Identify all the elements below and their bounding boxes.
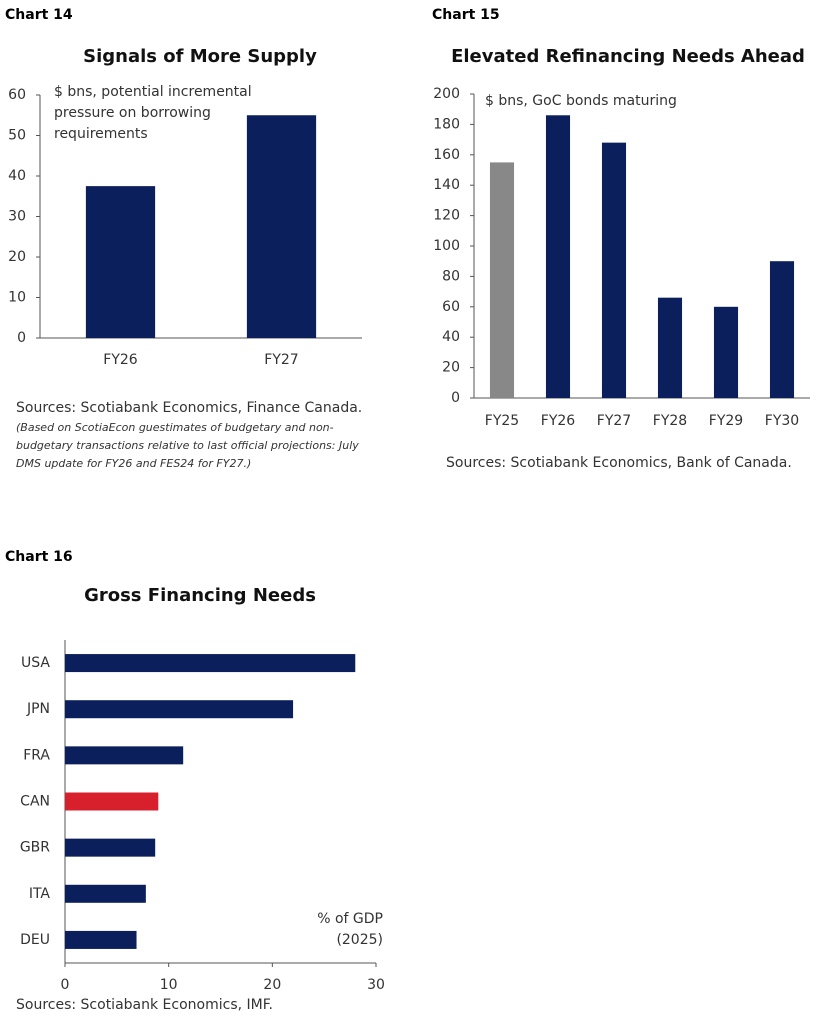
x-tick-label: FY30 [765, 413, 799, 429]
chart-label: Chart 15 [432, 7, 500, 23]
y-tick-label: 30 [8, 209, 26, 225]
chart-title: Signals of More Supply [83, 46, 317, 67]
y-tick-label: USA [21, 655, 50, 671]
x-tick-label: FY27 [264, 352, 298, 368]
y-tick-label: 20 [442, 360, 460, 376]
x-tick-label: FY28 [653, 413, 687, 429]
bar [657, 297, 683, 398]
x-tick-label: 20 [263, 977, 281, 993]
chart-label: Chart 16 [5, 549, 73, 565]
chart-label: Chart 14 [5, 7, 73, 23]
note: (Based on ScotiaEcon guestimates of budg… [16, 421, 334, 434]
y-tick-label: 160 [433, 147, 460, 163]
y-tick-label: 140 [433, 177, 460, 193]
x-tick-label: FY25 [485, 413, 519, 429]
bar [65, 700, 294, 719]
y-tick-label: GBR [20, 840, 50, 856]
bar [489, 162, 515, 398]
y-tick-label: 40 [8, 168, 26, 184]
y-tick-label: 60 [8, 87, 26, 103]
x-tick-label: 30 [367, 977, 385, 993]
sources: Sources: Scotiabank Economics, Bank of C… [446, 455, 792, 471]
bar [545, 115, 571, 398]
y-tick-label: 10 [8, 290, 26, 306]
annotation: $ bns, GoC bonds maturing [485, 93, 677, 109]
y-tick-label: ITA [29, 886, 51, 902]
bar [65, 792, 159, 811]
note: budgetary transactions relative to last … [16, 439, 359, 452]
bar [65, 884, 146, 903]
y-tick-label: JPN [26, 701, 50, 717]
bar [769, 261, 795, 398]
bar [601, 142, 627, 398]
sources: Sources: Scotiabank Economics, IMF. [16, 997, 273, 1013]
y-tick-label: 0 [17, 330, 26, 346]
bar [713, 306, 739, 398]
x-tick-label: FY26 [103, 352, 138, 368]
y-tick-label: 20 [8, 249, 26, 265]
y-tick-label: 120 [433, 208, 460, 224]
x-tick-label: 0 [61, 977, 70, 993]
annotation: pressure on borrowing [54, 105, 211, 121]
y-tick-label: 180 [433, 116, 460, 132]
x-tick-label: FY27 [597, 413, 631, 429]
y-tick-label: 60 [442, 299, 460, 315]
sources: Sources: Scotiabank Economics, Finance C… [16, 400, 362, 416]
chart-title: Elevated Refinancing Needs Ahead [451, 46, 805, 67]
x-tick-label: FY26 [541, 413, 576, 429]
annotation: % of GDP [317, 911, 383, 927]
annotation: requirements [54, 126, 148, 142]
annotation: $ bns, potential incremental [54, 84, 252, 100]
y-tick-label: 100 [433, 238, 460, 254]
bar [65, 838, 156, 857]
y-tick-label: 0 [451, 390, 460, 406]
bar [246, 115, 317, 338]
bar [65, 654, 356, 673]
y-tick-label: DEU [20, 932, 50, 948]
y-tick-label: 50 [8, 128, 26, 144]
y-tick-label: FRA [23, 747, 50, 763]
annotation: (2025) [336, 932, 383, 948]
y-tick-label: 200 [433, 86, 460, 102]
chart-title: Gross Financing Needs [84, 585, 316, 606]
bar [85, 186, 156, 338]
x-tick-label: 10 [160, 977, 178, 993]
y-tick-label: 80 [442, 268, 460, 284]
note: DMS update for FY26 and FES24 for FY27.) [16, 457, 251, 470]
y-tick-label: 40 [442, 329, 460, 345]
bar [65, 930, 137, 949]
x-tick-label: FY29 [709, 413, 743, 429]
y-tick-label: CAN [20, 794, 50, 810]
bar [65, 746, 184, 765]
